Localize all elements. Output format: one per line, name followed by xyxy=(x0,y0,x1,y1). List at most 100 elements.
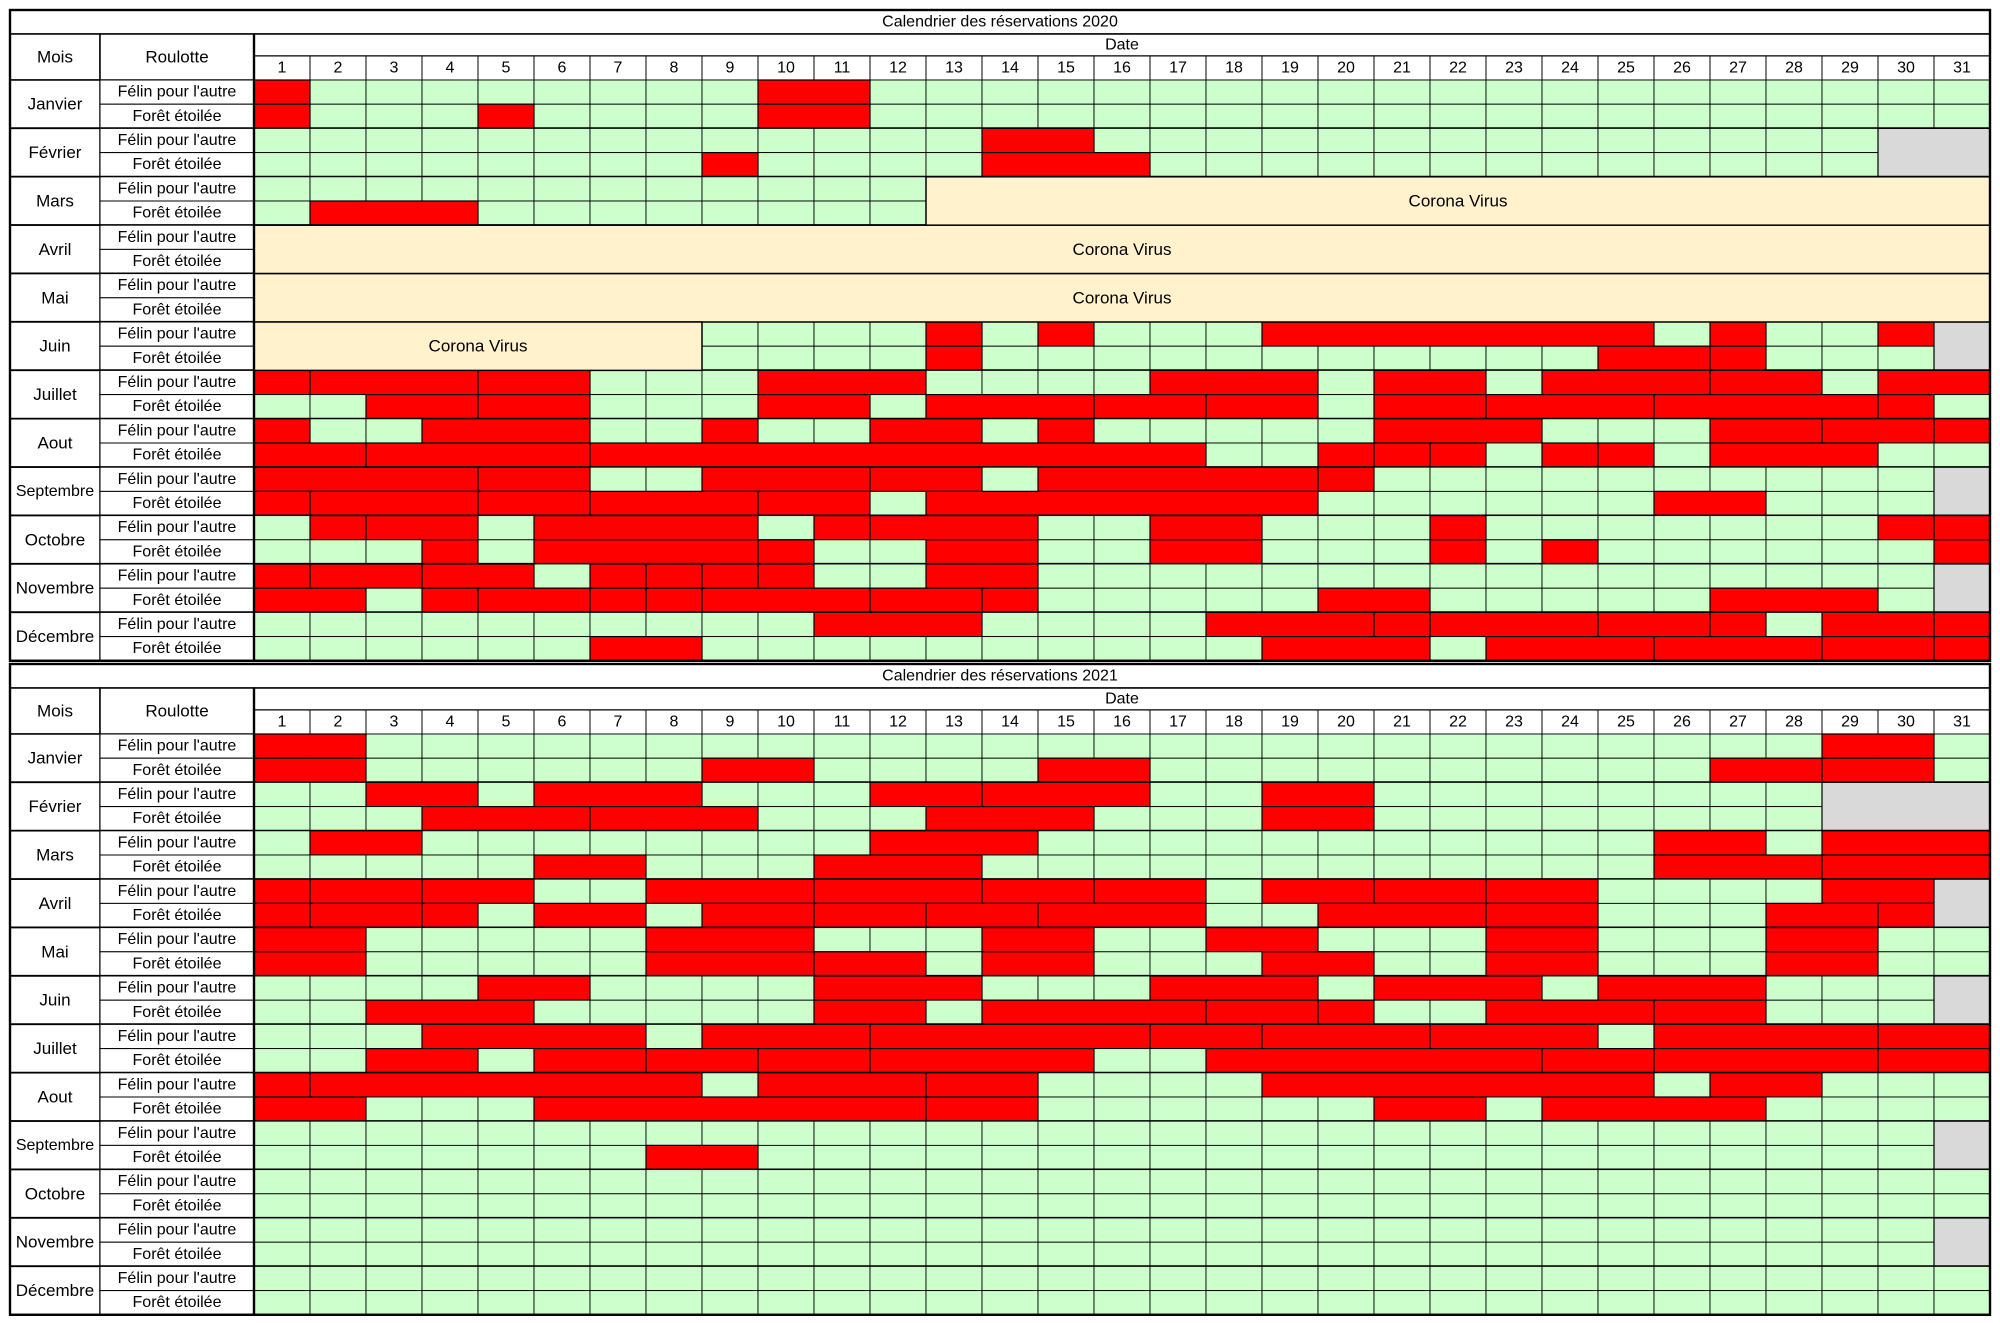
calendar-title: Calendrier des réservations 2020 xyxy=(882,14,1118,31)
day-cell xyxy=(1597,418,1655,444)
day-cell xyxy=(421,830,479,856)
day-cell xyxy=(1093,345,1151,371)
day-cell xyxy=(533,1217,591,1243)
day-cell xyxy=(813,636,871,662)
day-cell xyxy=(1765,1241,1823,1267)
booking-block xyxy=(1373,369,1487,396)
day-number: 6 xyxy=(558,60,567,77)
booking-block xyxy=(757,394,871,420)
day-cell xyxy=(1317,1169,1375,1195)
month-label: Mars xyxy=(36,846,74,865)
day-cell xyxy=(925,1265,983,1292)
calendar-title: Calendrier des réservations 2021 xyxy=(882,668,1118,685)
day-cell xyxy=(1093,1169,1151,1195)
caravan-cell xyxy=(99,878,255,904)
day-cell xyxy=(757,418,815,444)
day-cell xyxy=(477,1169,535,1195)
day-number: 29 xyxy=(1841,60,1859,77)
booking-block xyxy=(1877,369,1991,396)
month-label: Décembre xyxy=(16,1281,94,1300)
day-cell xyxy=(813,200,871,226)
day-header-cell xyxy=(1037,55,1095,81)
day-cell xyxy=(869,1120,927,1146)
day-cell xyxy=(1541,515,1599,541)
day-cell xyxy=(1205,79,1263,105)
day-header-cell xyxy=(1205,55,1263,81)
month-cell xyxy=(9,975,101,1026)
booking-block xyxy=(925,321,983,347)
booking-block xyxy=(1261,781,1375,808)
day-number: 23 xyxy=(1505,714,1523,731)
day-cell xyxy=(701,636,759,662)
day-cell xyxy=(1709,563,1767,589)
day-cell xyxy=(589,200,647,226)
caravan-cell xyxy=(99,806,255,832)
day-number: 28 xyxy=(1785,60,1803,77)
booking-block xyxy=(981,587,1039,614)
booking-block xyxy=(477,587,591,614)
booking-block xyxy=(421,418,591,444)
day-cell xyxy=(813,321,871,347)
month-cell xyxy=(9,466,101,517)
day-cell xyxy=(1653,1120,1711,1146)
booking-block xyxy=(1597,442,1655,468)
day-cell xyxy=(645,1169,703,1195)
caravan-cell xyxy=(99,1023,255,1050)
day-cell xyxy=(253,1217,311,1243)
day-cell xyxy=(1597,1290,1655,1316)
day-cell xyxy=(1765,563,1823,589)
day-cell xyxy=(1093,515,1151,541)
booking-block xyxy=(981,781,1151,808)
month-label: Février xyxy=(29,797,82,816)
day-cell xyxy=(477,176,535,202)
booking-block xyxy=(1037,466,1319,493)
day-cell xyxy=(981,1241,1039,1267)
day-header-cell xyxy=(365,709,423,735)
day-cell xyxy=(925,733,983,759)
day-cell xyxy=(1317,79,1375,105)
day-cell xyxy=(1317,345,1375,371)
day-cell xyxy=(925,951,983,977)
day-cell xyxy=(1653,951,1711,977)
booking-block xyxy=(1709,757,1823,784)
day-cell xyxy=(1149,1144,1207,1171)
booking-block xyxy=(1317,999,1375,1026)
day-cell xyxy=(1373,1169,1431,1195)
day-number: 30 xyxy=(1897,714,1915,731)
caravan-label: Forêt étoilée xyxy=(133,810,222,827)
day-cell xyxy=(1821,1241,1879,1267)
day-cell xyxy=(1429,999,1487,1025)
day-cell xyxy=(1317,563,1375,589)
booking-block xyxy=(1933,418,1991,444)
day-cell xyxy=(1485,345,1543,371)
day-cell xyxy=(1093,854,1151,880)
day-cell xyxy=(701,611,759,638)
day-header-cell xyxy=(1485,55,1543,81)
day-cell xyxy=(1373,490,1431,517)
day-cell xyxy=(1093,369,1151,396)
day-cell xyxy=(533,103,591,129)
day-cell xyxy=(1037,1169,1095,1195)
day-cell xyxy=(477,127,535,154)
day-cell xyxy=(1653,781,1711,808)
day-cell xyxy=(1485,490,1543,517)
day-cell xyxy=(589,830,647,856)
booking-block xyxy=(1093,878,1207,905)
booking-block xyxy=(1821,830,1991,856)
day-cell xyxy=(1205,127,1263,154)
day-header-cell xyxy=(925,709,983,735)
day-cell xyxy=(645,1023,703,1050)
day-cell xyxy=(1877,1265,1935,1292)
day-cell xyxy=(1037,830,1095,856)
day-cell xyxy=(1485,854,1543,880)
day-cell xyxy=(589,127,647,154)
day-cell xyxy=(1205,854,1263,880)
booking-block xyxy=(1317,466,1375,493)
day-cell xyxy=(1093,975,1151,1001)
day-cell xyxy=(1597,902,1655,929)
day-header-cell xyxy=(1317,55,1375,81)
booking-block xyxy=(1261,1072,1655,1098)
day-cell xyxy=(1821,103,1879,129)
caravan-label: Forêt étoilée xyxy=(133,108,222,125)
